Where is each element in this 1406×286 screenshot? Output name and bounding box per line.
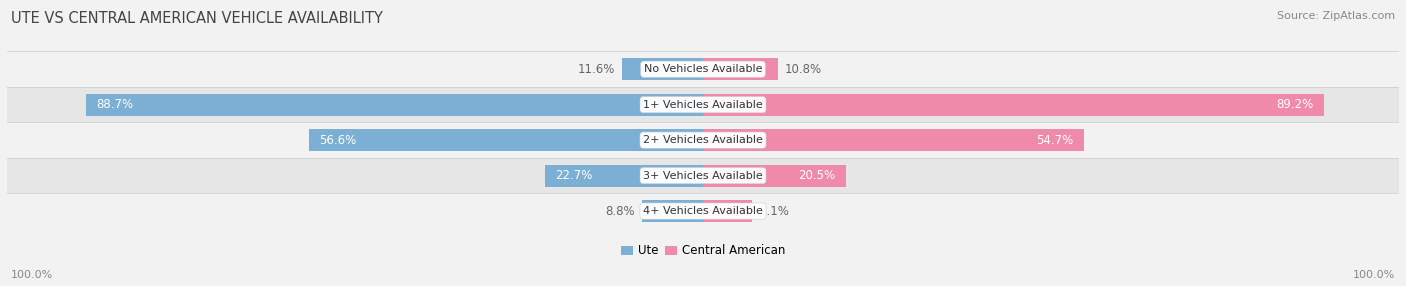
Bar: [641, 200, 703, 222]
Bar: [7, 158, 1399, 193]
Bar: [309, 129, 703, 151]
Text: 8.8%: 8.8%: [605, 204, 634, 218]
Text: 1+ Vehicles Available: 1+ Vehicles Available: [643, 100, 763, 110]
Text: Source: ZipAtlas.com: Source: ZipAtlas.com: [1277, 11, 1395, 21]
Text: 3+ Vehicles Available: 3+ Vehicles Available: [643, 171, 763, 180]
Text: 11.6%: 11.6%: [578, 63, 616, 76]
Bar: [7, 193, 1399, 229]
Bar: [7, 122, 1399, 158]
Text: 54.7%: 54.7%: [1036, 134, 1073, 147]
Text: No Vehicles Available: No Vehicles Available: [644, 64, 762, 74]
Text: 20.5%: 20.5%: [799, 169, 835, 182]
Text: 10.8%: 10.8%: [785, 63, 823, 76]
Text: 2+ Vehicles Available: 2+ Vehicles Available: [643, 135, 763, 145]
Text: 89.2%: 89.2%: [1277, 98, 1313, 111]
Bar: [86, 94, 703, 116]
Bar: [623, 58, 703, 80]
Bar: [703, 58, 778, 80]
Bar: [7, 51, 1399, 87]
Legend: Ute, Central American: Ute, Central American: [616, 239, 790, 262]
Bar: [703, 94, 1324, 116]
Text: 22.7%: 22.7%: [555, 169, 593, 182]
Text: 100.0%: 100.0%: [11, 270, 53, 280]
Bar: [703, 165, 845, 186]
Bar: [703, 200, 752, 222]
Text: 88.7%: 88.7%: [96, 98, 134, 111]
Text: 56.6%: 56.6%: [319, 134, 357, 147]
Text: UTE VS CENTRAL AMERICAN VEHICLE AVAILABILITY: UTE VS CENTRAL AMERICAN VEHICLE AVAILABI…: [11, 11, 382, 26]
Text: 7.1%: 7.1%: [759, 204, 789, 218]
Text: 4+ Vehicles Available: 4+ Vehicles Available: [643, 206, 763, 216]
Bar: [7, 87, 1399, 122]
Bar: [546, 165, 703, 186]
Text: 100.0%: 100.0%: [1353, 270, 1395, 280]
Bar: [703, 129, 1084, 151]
